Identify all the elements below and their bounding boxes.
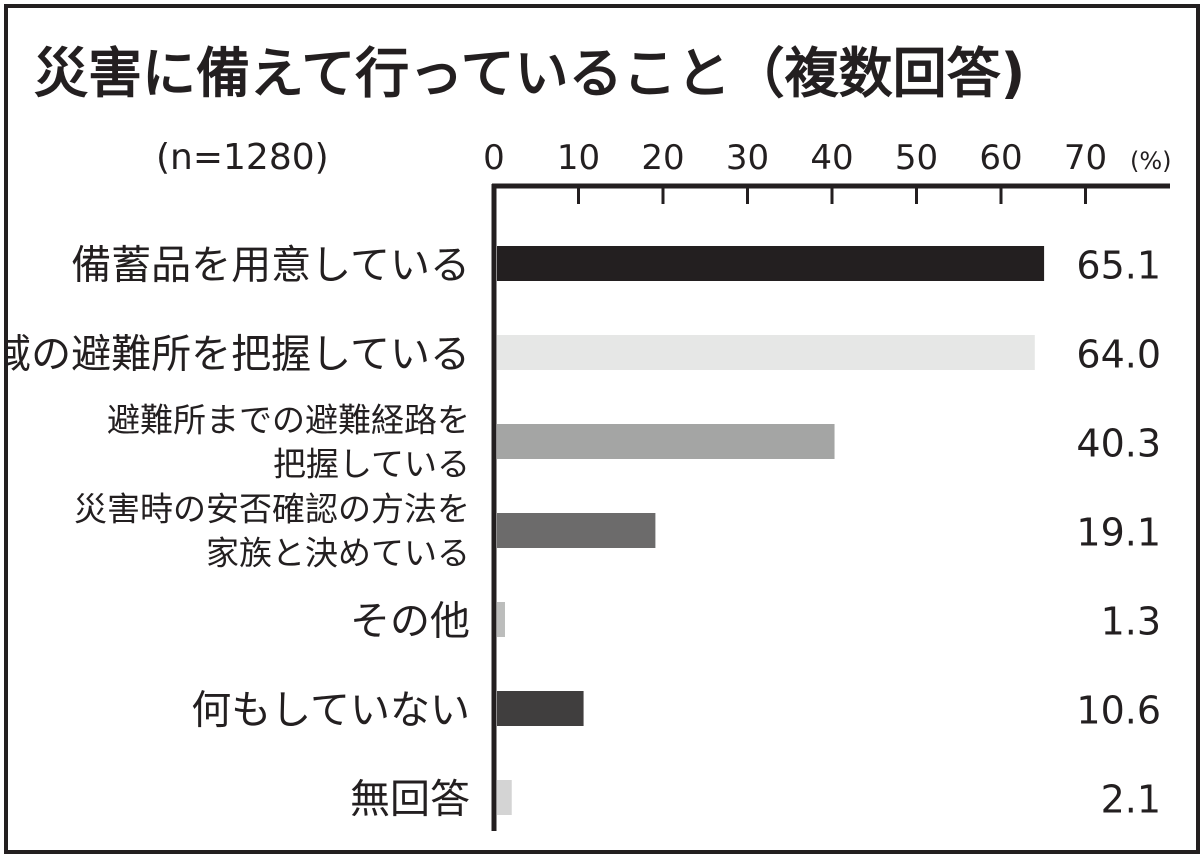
category-label: 災害時の安否確認の方法を (74, 490, 470, 529)
chart-title: 災害に備えて行っていること（複数回答) (34, 42, 1025, 105)
value-label: 64.0 (1076, 333, 1161, 377)
x-tick-label: 10 (557, 138, 600, 178)
bar (497, 691, 584, 726)
x-tick-label: 30 (726, 138, 769, 178)
x-tick-label: 50 (895, 138, 938, 178)
category-labels: 備蓄品を用意している地域の避難所を把握している避難所までの避難経路を把握している… (8, 243, 470, 823)
bar (497, 780, 512, 815)
bars (497, 246, 1045, 815)
bar (497, 602, 505, 637)
chart-frame: 災害に備えて行っていること（複数回答) (n=1280) (%) 0 10 20 30… (4, 4, 1200, 854)
bar (497, 513, 656, 548)
category-label: 地域の避難所を把握している (8, 332, 470, 378)
value-label: 10.6 (1076, 689, 1161, 733)
x-tick-label: 20 (641, 138, 684, 178)
bar (497, 424, 835, 459)
value-label: 19.1 (1076, 511, 1161, 555)
bar (497, 246, 1045, 281)
sample-size: (n=1280) (156, 137, 329, 178)
x-tick-label: 0 (483, 138, 505, 178)
value-label: 2.1 (1101, 778, 1161, 822)
category-label: 把握している (273, 445, 470, 484)
category-label: 何もしていない (191, 688, 470, 734)
category-label: 家族と決めている (206, 534, 470, 573)
value-labels: 65.1 64.0 40.3 19.1 1.3 10.6 2.1 (1076, 244, 1161, 822)
category-label: 無回答 (350, 777, 470, 823)
value-label: 65.1 (1076, 244, 1161, 288)
bar (497, 335, 1035, 370)
x-tick-label: 70 (1064, 138, 1107, 178)
value-label: 40.3 (1076, 422, 1161, 466)
bar-chart: 災害に備えて行っていること（複数回答) (n=1280) (%) 0 10 20 30… (8, 42, 1172, 831)
category-label: 備蓄品を用意している (71, 243, 470, 289)
unit-label: (%) (1130, 147, 1172, 175)
category-label: 避難所までの避難経路を (107, 401, 470, 440)
category-label: その他 (350, 599, 470, 645)
x-tick-label: 40 (810, 138, 853, 178)
x-tick-label: 60 (979, 138, 1022, 178)
value-label: 1.3 (1101, 600, 1161, 644)
x-axis-ticks: 0 10 20 30 40 50 60 70 (483, 138, 1107, 204)
